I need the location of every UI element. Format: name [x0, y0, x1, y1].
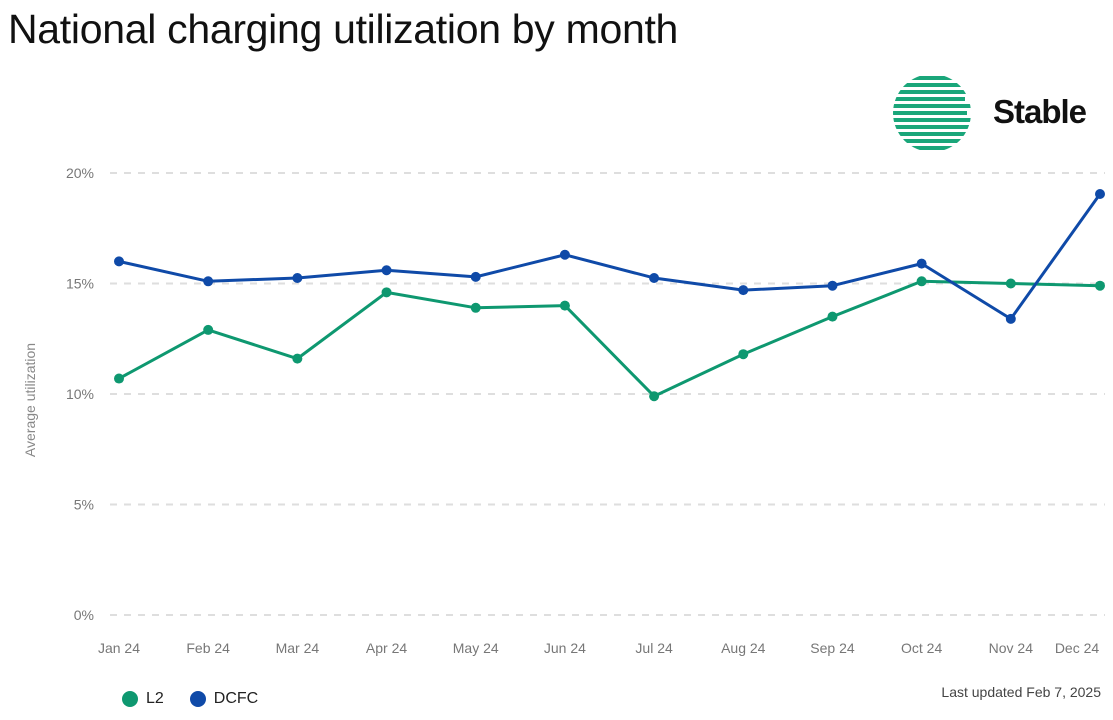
data-point-l2: [827, 311, 838, 322]
data-point-l2: [114, 373, 124, 384]
logo-stripe: [893, 132, 971, 136]
data-point-l2: [1095, 280, 1105, 291]
x-tick-label: Jun 24: [544, 640, 586, 656]
data-point-l2: [292, 353, 303, 364]
legend: L2 DCFC: [122, 690, 258, 708]
data-point-l2: [203, 324, 214, 335]
logo-stripe: [893, 97, 965, 101]
series-line-dcfc: [118, 193, 1102, 321]
x-tick-label: May 24: [453, 640, 499, 656]
data-point-dcfc: [827, 280, 838, 291]
logo-stripe: [893, 90, 971, 94]
x-tick-label: Jan 24: [98, 640, 140, 656]
legend-item-dcfc[interactable]: DCFC: [189, 690, 259, 708]
data-point-l2: [1005, 278, 1016, 289]
logo-stripe: [893, 83, 969, 87]
x-tick-label: Aug 24: [721, 640, 766, 656]
logo-stripe: [893, 146, 971, 150]
data-point-l2: [916, 276, 927, 287]
logo-stripe: [893, 111, 967, 115]
data-point-l2: [649, 391, 660, 402]
data-point-dcfc: [559, 249, 570, 260]
legend-marker-dcfc: [189, 691, 206, 707]
series-line-l2: [118, 279, 1101, 398]
data-point-l2: [738, 349, 749, 360]
legend-label-l2: L2: [146, 690, 164, 707]
brand-name: Stable: [993, 93, 1087, 130]
data-point-dcfc: [292, 272, 303, 283]
data-point-dcfc: [203, 276, 214, 287]
x-tick-label: Jul 24: [635, 640, 673, 656]
legend-item-l2[interactable]: L2: [122, 690, 164, 708]
logo-globe-icon: [893, 76, 971, 150]
x-tick-label: Dec 24: [1055, 640, 1100, 656]
logo-stripe: [893, 76, 971, 80]
logo-stripe: [893, 125, 971, 129]
data-point-dcfc: [916, 258, 927, 269]
data-point-l2: [559, 300, 570, 311]
page-title: National charging utilization by month: [8, 6, 679, 52]
logo-stripe: [893, 104, 971, 108]
y-tick-label: 15%: [66, 276, 94, 292]
x-tick-label: Nov 24: [989, 640, 1034, 656]
x-tick-label: Feb 24: [186, 640, 230, 656]
last-updated: Last updated Feb 7, 2025: [941, 684, 1101, 700]
logo-stripe: [893, 139, 963, 143]
data-point-dcfc: [470, 271, 481, 282]
legend-label-dcfc: DCFC: [213, 690, 259, 707]
x-tick-label: Mar 24: [276, 640, 320, 656]
legend-marker-l2: [122, 691, 138, 707]
data-point-dcfc: [1095, 188, 1105, 199]
y-tick-label: 0%: [74, 607, 94, 623]
y-axis-label: Average utilization: [22, 343, 38, 457]
x-tick-label: Sep 24: [810, 640, 855, 656]
data-point-l2: [381, 287, 392, 298]
x-tick-label: Apr 24: [366, 640, 407, 656]
y-tick-label: 5%: [74, 497, 94, 513]
data-point-l2: [470, 302, 481, 313]
data-point-dcfc: [1005, 313, 1016, 324]
data-point-dcfc: [738, 285, 749, 296]
data-point-dcfc: [114, 256, 124, 267]
x-tick-label: Oct 24: [901, 640, 942, 656]
data-point-dcfc: [649, 272, 660, 283]
y-tick-label: 20%: [66, 165, 94, 181]
logo-stripe: [893, 118, 971, 122]
y-tick-label: 10%: [66, 386, 94, 402]
data-point-dcfc: [381, 265, 392, 276]
